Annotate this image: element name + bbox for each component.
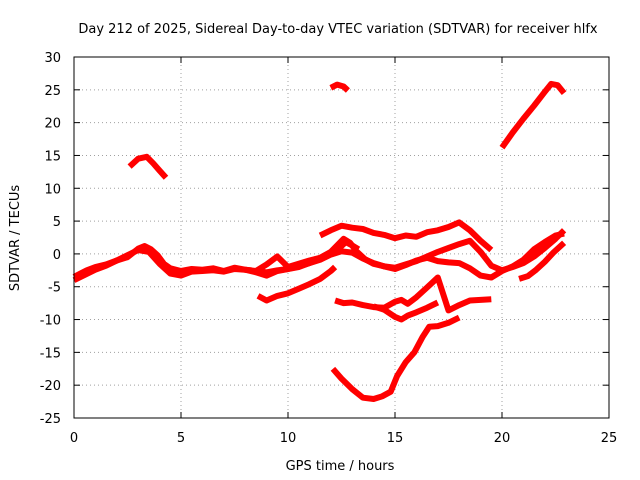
x-tick-label: 20 <box>494 431 511 446</box>
series-line-arc-4 <box>329 81 350 93</box>
y-tick-label: -15 <box>40 346 61 361</box>
series-group <box>72 80 567 402</box>
y-tick-label: -20 <box>40 379 61 394</box>
series-line-arc-5 <box>499 80 567 150</box>
y-tick-label: -5 <box>48 281 61 296</box>
y-tick-label: -10 <box>40 314 61 329</box>
series-line-arc-2 <box>72 247 252 283</box>
y-tick-label: 30 <box>44 51 61 66</box>
x-tick-label: 25 <box>601 431 618 446</box>
x-tick-label: 15 <box>387 431 404 446</box>
series-line-arc-6 <box>318 219 494 253</box>
series-line-arc-3 <box>127 153 169 180</box>
series-line-arc-8 <box>244 230 565 281</box>
y-tick-label: 20 <box>44 117 61 132</box>
series-line-arc-11 <box>372 299 440 323</box>
series-line-arc-9 <box>256 264 338 304</box>
series-line-arc-13 <box>518 240 567 282</box>
y-tick-label: 10 <box>44 182 61 197</box>
y-tick-label: 0 <box>53 248 61 263</box>
x-axis-label: GPS time / hours <box>286 459 395 474</box>
x-tick-label: 5 <box>177 431 185 446</box>
chart-title: Day 212 of 2025, Sidereal Day-to-day VTE… <box>78 22 598 37</box>
y-tick-label: 15 <box>44 149 61 164</box>
series-line-arc-12 <box>330 314 461 402</box>
series-line-arc-10 <box>334 274 492 314</box>
y-tick-label: 5 <box>53 215 61 230</box>
axis-ticks <box>73 56 610 419</box>
tick-labels: -25 -20 -15 -10 -5 0 5 10 15 20 25 30 0 5 10 15 20 25 <box>40 51 618 446</box>
y-axis-label: SDTVAR / TECUs <box>8 185 23 292</box>
x-tick-label: 10 <box>280 431 297 446</box>
y-tick-label: -25 <box>40 412 61 427</box>
plot-frame <box>73 56 610 419</box>
y-tick-label: 25 <box>44 84 61 99</box>
x-tick-label: 0 <box>70 431 78 446</box>
